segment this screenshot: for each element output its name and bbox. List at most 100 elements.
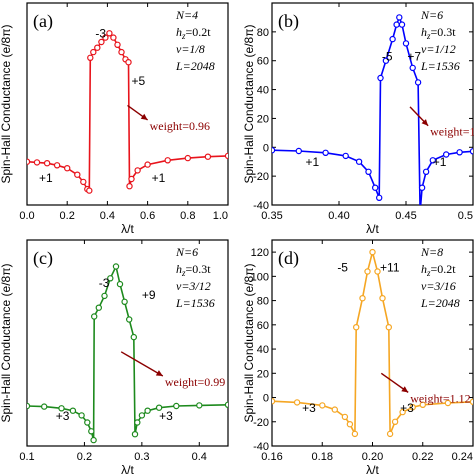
y-tick-label: 20 (257, 368, 269, 380)
region-label: +1 (39, 171, 53, 185)
data-point (409, 64, 416, 72)
panel-1: 0.35 0.40 0.45 0.5 -40 -20 0 20 40 60 80 λ/t Spin-Ha… (242, 2, 474, 236)
data-point (94, 44, 101, 51)
data-point (369, 248, 376, 256)
x-tick-label: 0.22 (412, 451, 433, 463)
y-axis-label: Spin-Hall Conductance (e/8π) (242, 263, 256, 422)
region-label: +3 (56, 409, 70, 423)
data-point (134, 419, 141, 426)
x-axis-label: λ/t (121, 222, 134, 236)
param-text: hz=0.3t (421, 25, 456, 41)
data-point (102, 34, 109, 41)
param-text: L=2048 (175, 59, 215, 73)
data-point (114, 41, 121, 49)
data-point (365, 168, 372, 175)
data-point (418, 184, 426, 191)
x-tick-label: 0.16 (261, 451, 282, 463)
param-text: N=6 (420, 8, 443, 22)
data-point (393, 21, 400, 28)
data-point (419, 401, 426, 408)
x-tick-label: 0.24 (452, 451, 473, 463)
param-text: L=1536 (420, 59, 460, 73)
weight-label: weight=0.99 (165, 375, 225, 389)
data-point (204, 153, 212, 160)
data-point (224, 401, 228, 408)
x-tick-label: 0.1 (19, 451, 34, 463)
data-point (86, 187, 93, 194)
x-tick-label: 0.6 (140, 210, 155, 222)
region-label: +3 (159, 409, 173, 423)
region-label: +1 (433, 155, 447, 169)
data-point (125, 59, 132, 66)
data-point (87, 54, 94, 62)
data-point (359, 295, 366, 302)
x-tick-label: 0.4 (100, 210, 115, 222)
data-point (409, 404, 416, 411)
data-point (90, 313, 98, 320)
data-point (391, 418, 399, 425)
y-tick-label: 0 (263, 393, 269, 405)
plot-frame (26, 239, 229, 447)
data-point (418, 210, 423, 215)
region-label: +1 (306, 155, 320, 169)
data-point (63, 164, 71, 172)
region-label: +3 (400, 401, 414, 415)
data-point (399, 408, 406, 416)
data-point (144, 407, 151, 414)
data-point (322, 149, 329, 156)
y-tick-label: -20 (253, 417, 269, 429)
data-point (429, 157, 436, 164)
x-tick-label: 0.4 (192, 451, 207, 463)
data-point (164, 157, 171, 164)
panel-2: 0.1 0.2 0.3 0.4 λ/t Spin-Hall Conductance (e/… (0, 239, 229, 474)
data-point (98, 38, 105, 46)
data-point (341, 413, 349, 421)
region-label: -5 (382, 50, 393, 64)
data-point (272, 398, 276, 405)
param-text: ν=3/16 (421, 279, 456, 293)
data-point (331, 406, 338, 413)
x-tick-label: 0.5 (458, 210, 473, 222)
x-tick-label: 0.2 (60, 210, 75, 222)
y-tick-label: 0 (263, 142, 269, 154)
data-point (134, 167, 141, 174)
region-label: +9 (142, 288, 156, 302)
y-tick-label: 20 (257, 113, 269, 125)
x-tick-label: 0.3 (134, 451, 149, 463)
y-tick-label: 60 (257, 56, 269, 68)
data-point (389, 35, 396, 43)
y-tick-label: -20 (253, 171, 269, 183)
data-point (414, 79, 422, 86)
y-tick-label: 80 (257, 27, 269, 39)
weight-label: weight=1.69 (430, 125, 474, 139)
x-tick-label: 0.8 (180, 210, 195, 222)
data-point (84, 419, 91, 426)
data-point (398, 21, 406, 28)
data-point (155, 404, 163, 411)
data-point (385, 324, 392, 331)
x-tick-label: 0.0 (19, 210, 34, 222)
x-tick-label: 0.2 (77, 451, 92, 463)
panel-0: 0.0 0.2 0.4 0.6 0.8 1.0 λ/t Spin-Hall Conductan… (0, 2, 229, 236)
data-point (382, 57, 390, 64)
data-point (196, 402, 203, 409)
param-text: L=2048 (420, 296, 460, 310)
x-tick-label: 0.20 (362, 451, 383, 463)
data-point (69, 407, 77, 414)
data-point (469, 398, 473, 405)
x-tick-label: 0.45 (395, 210, 416, 222)
x-tick-label: 0.18 (312, 451, 333, 463)
data-point (224, 152, 228, 160)
data-point (379, 295, 386, 302)
weight-arrow-head (421, 119, 429, 126)
region-label: +7 (407, 50, 421, 64)
data-point (58, 405, 65, 412)
data-point (444, 399, 452, 407)
data-point (33, 159, 41, 166)
data-point (456, 149, 463, 156)
data-point (131, 431, 139, 438)
data-point (27, 158, 31, 165)
data-point (128, 175, 135, 183)
data-point (144, 161, 151, 168)
data-point (101, 292, 108, 300)
